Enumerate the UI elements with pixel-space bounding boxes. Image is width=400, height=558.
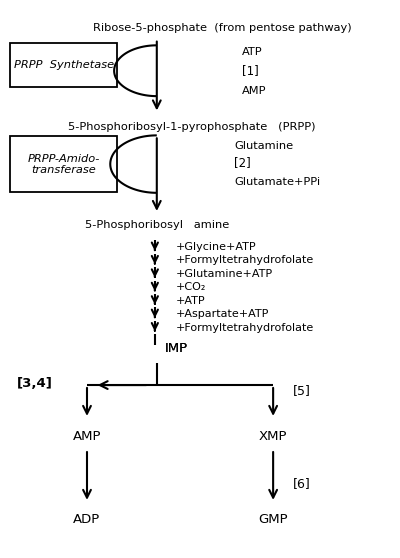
Text: Glutamate+PPi: Glutamate+PPi [234, 177, 320, 187]
Text: +CO₂: +CO₂ [176, 282, 206, 292]
Text: ATP: ATP [242, 47, 263, 57]
Text: IMP: IMP [165, 341, 188, 354]
FancyBboxPatch shape [10, 137, 117, 193]
Text: [2]: [2] [234, 156, 251, 170]
Text: [3,4]: [3,4] [17, 377, 53, 391]
Text: +Glycine+ATP: +Glycine+ATP [176, 242, 257, 252]
Text: IMP: IMP [165, 341, 188, 354]
Text: +ATP: +ATP [176, 296, 206, 306]
Text: +Glutamine+ATP: +Glutamine+ATP [176, 269, 273, 279]
Text: [5]: [5] [292, 384, 310, 397]
Text: [6]: [6] [292, 477, 310, 490]
Text: Glutamine: Glutamine [234, 141, 294, 151]
Text: ADP: ADP [73, 513, 101, 526]
Text: PRPP-Amido-
transferase: PRPP-Amido- transferase [28, 153, 100, 175]
Text: [1]: [1] [242, 64, 259, 77]
Text: 5-Phosphoribosyl-1-pyrophosphate   (PRPP): 5-Phosphoribosyl-1-pyrophosphate (PRPP) [68, 122, 316, 132]
Text: 5-Phosphoribosyl   amine: 5-Phosphoribosyl amine [85, 220, 229, 230]
Text: +Aspartate+ATP: +Aspartate+ATP [176, 309, 270, 319]
Text: Ribose-5-phosphate  (from pentose pathway): Ribose-5-phosphate (from pentose pathway… [94, 23, 352, 32]
Text: GMP: GMP [258, 513, 288, 526]
FancyBboxPatch shape [10, 42, 117, 87]
Text: XMP: XMP [259, 430, 287, 443]
Text: +Formyltetrahydrofolate: +Formyltetrahydrofolate [176, 256, 314, 266]
Text: AMP: AMP [242, 86, 267, 96]
Text: PRPP  Synthetase: PRPP Synthetase [14, 60, 114, 70]
Text: AMP: AMP [73, 430, 101, 443]
Text: +Formyltetrahydrofolate: +Formyltetrahydrofolate [176, 323, 314, 333]
